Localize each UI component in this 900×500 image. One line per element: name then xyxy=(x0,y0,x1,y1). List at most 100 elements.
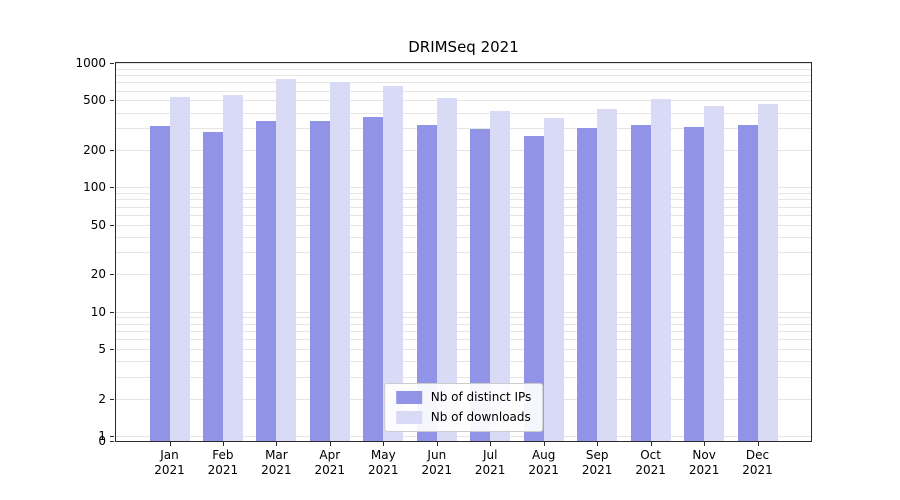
x-tick-mark xyxy=(597,442,599,446)
y-tick-mark xyxy=(110,187,114,189)
bar-distinct-ips-dec xyxy=(737,124,758,441)
gridline xyxy=(116,214,811,216)
x-tick-mark xyxy=(490,442,492,446)
bar-downloads-feb xyxy=(222,95,243,441)
gridline xyxy=(116,90,811,92)
gridline xyxy=(116,252,811,254)
bar-distinct-ips-jul xyxy=(470,128,491,441)
bar-downloads-apr xyxy=(329,81,350,441)
bar-distinct-ips-may xyxy=(363,117,384,441)
legend-label-distinct-ips: Nb of distinct IPs xyxy=(430,390,532,404)
gridline xyxy=(116,349,811,351)
x-tick-label-jun: Jun 2021 xyxy=(421,448,453,477)
x-tick-mark xyxy=(222,442,224,446)
x-tick-label-jan: Jan 2021 xyxy=(154,448,185,477)
gridline xyxy=(116,317,811,319)
x-tick-label-mar: Mar 2021 xyxy=(261,448,292,477)
y-tick-label-100: 100 xyxy=(83,180,106,195)
gridline xyxy=(116,149,811,151)
y-tick-label-10: 10 xyxy=(90,304,106,319)
bar-downloads-jun xyxy=(436,98,457,441)
gridline xyxy=(116,323,811,325)
gridline xyxy=(116,236,811,238)
y-tick-mark xyxy=(110,441,114,442)
bar-downloads-sep xyxy=(597,108,618,441)
gridline xyxy=(116,274,811,276)
legend-label-downloads: Nb of downloads xyxy=(430,410,531,424)
gridline xyxy=(116,224,811,226)
x-tick-mark xyxy=(757,442,759,446)
bar-downloads-jul xyxy=(490,111,511,441)
y-tick-label-20: 20 xyxy=(90,267,106,282)
bar-distinct-ips-oct xyxy=(630,124,651,441)
y-tick-label-200: 200 xyxy=(83,142,106,157)
x-tick-mark xyxy=(704,442,706,446)
gridline xyxy=(116,330,811,332)
gridline xyxy=(116,436,811,437)
y-tick-mark xyxy=(110,436,114,437)
x-tick-mark xyxy=(436,442,438,446)
x-tick-label-oct: Oct 2021 xyxy=(635,448,666,477)
y-tick-mark xyxy=(110,349,114,351)
bar-downloads-jan xyxy=(169,97,190,441)
x-tick-label-jul: Jul 2021 xyxy=(474,448,506,477)
bar-downloads-mar xyxy=(276,78,297,441)
y-tick-label-1000: 1000 xyxy=(75,56,106,70)
legend-swatch-distinct-ips xyxy=(395,391,422,404)
bar-downloads-nov xyxy=(704,105,725,441)
x-tick-label-sep: Sep 2021 xyxy=(581,448,613,477)
gridline xyxy=(116,193,811,194)
y-tick-label-500: 500 xyxy=(83,93,106,108)
gridline xyxy=(116,339,811,341)
y-tick-mark xyxy=(110,274,114,276)
x-tick-mark xyxy=(169,442,171,446)
x-tick-mark xyxy=(276,442,278,446)
x-tick-label-may: May 2021 xyxy=(368,448,399,477)
gridline xyxy=(116,112,811,114)
bar-downloads-may xyxy=(383,86,404,441)
x-tick-label-aug: Aug 2021 xyxy=(528,448,559,477)
y-tick-mark xyxy=(110,63,114,64)
x-tick-mark xyxy=(543,442,545,446)
gridline xyxy=(116,68,811,70)
bar-distinct-ips-nov xyxy=(684,127,705,441)
gridline xyxy=(116,63,811,64)
gridline xyxy=(116,100,811,102)
gridline xyxy=(116,311,811,313)
x-tick-label-nov: Nov 2021 xyxy=(688,448,720,477)
x-tick-mark xyxy=(383,442,385,446)
legend-item-distinct-ips: Nb of distinct IPs xyxy=(395,390,532,405)
legend-item-downloads: Nb of downloads xyxy=(395,410,532,425)
gridline xyxy=(116,82,811,84)
y-tick-label-2: 2 xyxy=(98,391,106,406)
x-tick-label-apr: Apr 2021 xyxy=(314,448,346,477)
bar-distinct-ips-mar xyxy=(256,120,277,441)
legend: Nb of distinct IPs Nb of downloads xyxy=(383,383,544,432)
bar-distinct-ips-aug xyxy=(523,135,544,441)
x-tick-label-feb: Feb 2021 xyxy=(207,448,239,477)
y-tick-mark xyxy=(110,311,114,313)
y-tick-mark xyxy=(110,149,114,151)
gridline xyxy=(116,75,811,76)
bar-distinct-ips-apr xyxy=(309,120,330,441)
bar-distinct-ips-jun xyxy=(416,124,437,441)
x-tick-label-dec: Dec 2021 xyxy=(742,448,773,477)
gridline xyxy=(116,128,811,129)
chart-title: DRIMSeq 2021 xyxy=(408,38,519,56)
y-tick-mark xyxy=(110,398,114,400)
gridline xyxy=(116,361,811,363)
y-tick-label-1: 1 xyxy=(98,429,106,443)
bar-distinct-ips-sep xyxy=(577,128,598,441)
bar-downloads-oct xyxy=(650,99,671,441)
legend-swatch-downloads xyxy=(395,411,422,424)
gridline xyxy=(116,206,811,208)
y-tick-label-50: 50 xyxy=(90,217,106,232)
y-tick-label-0: 0 xyxy=(98,434,106,448)
y-tick-mark xyxy=(110,100,114,102)
y-tick-label-5: 5 xyxy=(98,342,106,357)
gridline xyxy=(116,187,811,189)
plot-area: Nb of distinct IPs Nb of downloads xyxy=(115,62,812,442)
y-tick-mark xyxy=(110,224,114,226)
gridline xyxy=(116,376,811,378)
